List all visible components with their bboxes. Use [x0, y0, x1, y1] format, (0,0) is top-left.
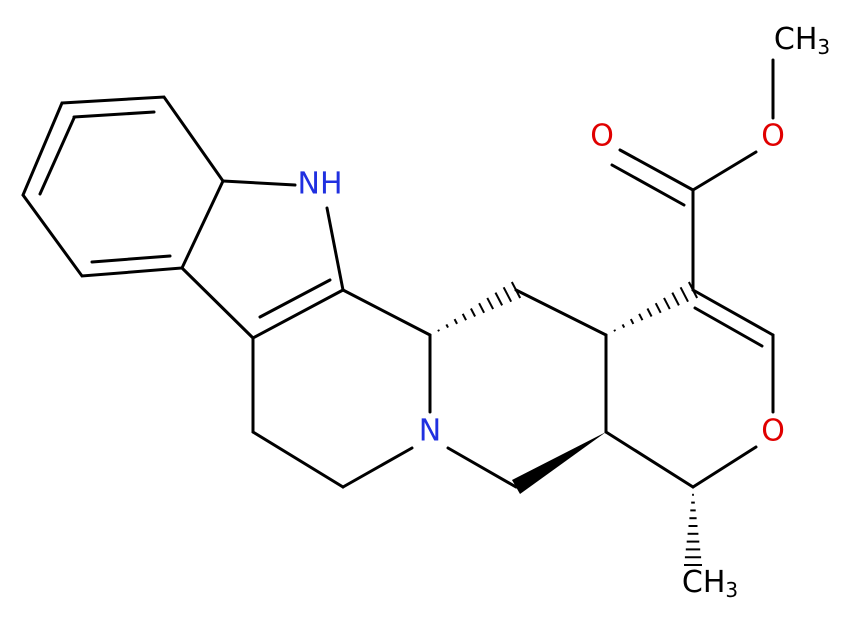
atom-label: O: [761, 119, 785, 154]
hashed-bond: [663, 297, 671, 310]
hashed-bond: [445, 323, 449, 329]
bond: [251, 430, 345, 489]
hashed-bond: [502, 286, 513, 303]
hashed-bond: [470, 308, 476, 317]
bond: [38, 116, 76, 196]
hashed-bond: [494, 292, 504, 306]
hashed-bond: [679, 286, 689, 303]
bond: [691, 288, 775, 337]
atom-label: N: [419, 414, 441, 449]
hashed-bond: [629, 318, 635, 325]
bond: [341, 288, 432, 337]
bond: [618, 148, 695, 192]
atom-label: CH3: [774, 22, 830, 59]
bond: [604, 430, 695, 489]
hashed-bond: [461, 313, 467, 321]
bond: [341, 446, 414, 489]
hashed-bond: [453, 318, 458, 325]
bond: [221, 179, 297, 187]
hashed-bond: [654, 302, 662, 314]
atom-label: NH: [298, 167, 343, 202]
hashed-bond: [671, 292, 680, 306]
hashed-bond: [437, 329, 440, 332]
bond: [251, 288, 345, 340]
hashed-bond: [687, 281, 699, 299]
hashed-bond: [486, 297, 495, 310]
bond: [180, 266, 255, 340]
bond: [90, 254, 172, 264]
hashed-bond: [613, 329, 617, 332]
atom-label: CH3: [682, 565, 738, 602]
bond: [258, 278, 332, 319]
atom-labels: CH3 O O NH N O CH3: [298, 22, 831, 602]
bond: [691, 445, 758, 489]
hashed-bond: [621, 323, 626, 329]
bonds: [21, 58, 775, 494]
bond: [610, 163, 686, 207]
hashed-bond: [510, 281, 522, 299]
atom-label: O: [590, 119, 614, 154]
bond: [693, 306, 764, 348]
hashed-bond: [478, 302, 485, 314]
bond: [514, 288, 608, 337]
hashed-bond: [638, 313, 644, 321]
wedge-bond: [512, 432, 606, 494]
bond: [21, 95, 225, 278]
hashed-bond: [646, 308, 653, 317]
bond: [72, 110, 156, 119]
bond: [691, 150, 758, 192]
bond: [325, 206, 345, 292]
bond: [446, 446, 518, 489]
atom-label: O: [761, 414, 785, 449]
